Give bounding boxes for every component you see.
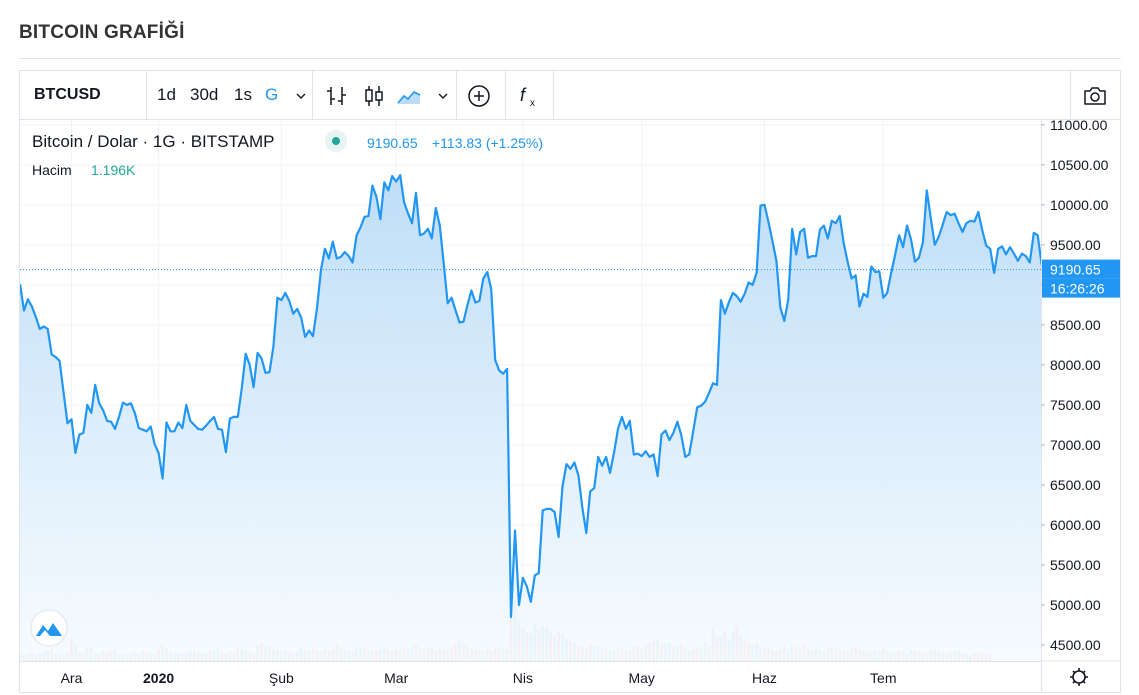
y-tick-label: 8500.00 <box>1050 317 1101 333</box>
interval-30d-button[interactable]: 30d <box>190 85 219 104</box>
x-tick-label: Nis <box>513 670 533 686</box>
price-axis-bg <box>1041 120 1120 661</box>
y-tick-label: 11000.00 <box>1050 120 1108 133</box>
camera-snapshot-icon[interactable] <box>1082 83 1108 109</box>
legend-last-price: 9190.65 <box>367 135 418 151</box>
chart-widget: BTCUSD 1d 30d 1s G f x <box>19 70 1121 693</box>
add-compare-icon[interactable] <box>466 83 492 109</box>
chart-legend: Bitcoin / Dolar · 1G · BITSTAMP 9190.65 … <box>32 130 543 178</box>
y-tick-label: 8000.00 <box>1050 357 1101 373</box>
countdown-tag-bg <box>1042 278 1120 298</box>
page-title: BITCOIN GRAFİĞİ <box>19 22 185 43</box>
tradingview-logo-icon <box>36 623 62 636</box>
bar-style-icon[interactable] <box>323 83 349 109</box>
price-area-fill <box>20 175 1120 661</box>
legend-change: +113.83 (+1.25%) <box>432 135 543 151</box>
legend-title: Bitcoin / Dolar · 1G · BITSTAMP <box>32 132 274 151</box>
last-price-tag: 9190.65 16:26:26 <box>1042 259 1120 298</box>
y-tick-label: 6500.00 <box>1050 477 1101 493</box>
y-tick-label: 6000.00 <box>1050 517 1101 533</box>
toolbar-divider <box>505 71 506 119</box>
last-price-tag-value: 9190.65 <box>1050 262 1101 278</box>
chevron-down-icon[interactable] <box>430 83 456 109</box>
y-tick-label: 5000.00 <box>1050 597 1101 613</box>
interval-g-button[interactable]: G <box>265 85 279 104</box>
area-style-icon[interactable] <box>396 83 422 109</box>
y-tick-label: 10500.00 <box>1050 157 1109 173</box>
toolbar-divider <box>312 71 313 119</box>
symbol-search-button[interactable]: BTCUSD <box>34 86 101 103</box>
volume-label: Hacim <box>32 162 72 178</box>
gear-icon-teeth <box>1070 668 1088 686</box>
countdown-tag-value: 16:26:26 <box>1050 281 1105 297</box>
logo-circle <box>30 609 68 647</box>
interval-1d-button[interactable]: 1d <box>157 85 176 104</box>
toolbar-divider <box>1070 71 1071 119</box>
toolbar-divider <box>553 71 554 119</box>
svg-text:x: x <box>530 98 535 109</box>
svg-text:f: f <box>520 85 527 105</box>
x-tick-label: Ara <box>61 670 83 686</box>
y-tick-label: 10000.00 <box>1050 197 1109 213</box>
time-axis[interactable]: Ara 2020 Şub Mar Nis May Haz Tem <box>20 661 1041 687</box>
y-tick-label: 4500.00 <box>1050 637 1101 653</box>
market-status-dot-inner <box>332 137 340 145</box>
price-area <box>20 174 1120 661</box>
x-tick-label: Mar <box>384 670 408 686</box>
price-axis[interactable]: 4500.00 5000.00 5500.00 6000.00 6500.00 7000.… <box>1041 120 1120 692</box>
tradingview-logo-icon-cut <box>40 630 50 636</box>
x-tick-label: Haz <box>752 670 777 686</box>
toolbar-divider <box>456 71 457 119</box>
price-chart[interactable]: 4500.00 5000.00 5500.00 6000.00 6500.00 7000.… <box>20 120 1120 692</box>
x-tick-label: May <box>628 670 654 686</box>
x-tick-label: Şub <box>269 670 294 686</box>
x-tick-label: Tem <box>870 670 896 686</box>
settings-button[interactable] <box>1041 660 1120 686</box>
tradingview-logo-button[interactable] <box>30 609 68 647</box>
y-tick-label: 5500.00 <box>1050 557 1101 573</box>
y-tick-label: 7000.00 <box>1050 437 1101 453</box>
y-tick-label: 9500.00 <box>1050 237 1101 253</box>
y-tick-label: 7500.00 <box>1050 397 1101 413</box>
toolbar-divider <box>146 71 147 119</box>
candle-style-icon[interactable] <box>361 83 387 109</box>
x-tick-label: 2020 <box>143 670 174 686</box>
title-divider <box>19 58 1121 59</box>
chevron-down-icon[interactable] <box>288 83 314 109</box>
indicators-fx-icon[interactable]: f x <box>516 83 542 109</box>
volume-value: 1.196K <box>91 162 136 178</box>
price-line <box>20 174 1120 619</box>
interval-1s-button[interactable]: 1s <box>234 85 252 104</box>
chart-toolbar: BTCUSD 1d 30d 1s G f x <box>20 71 1120 120</box>
last-price-tag-bg <box>1042 259 1120 279</box>
